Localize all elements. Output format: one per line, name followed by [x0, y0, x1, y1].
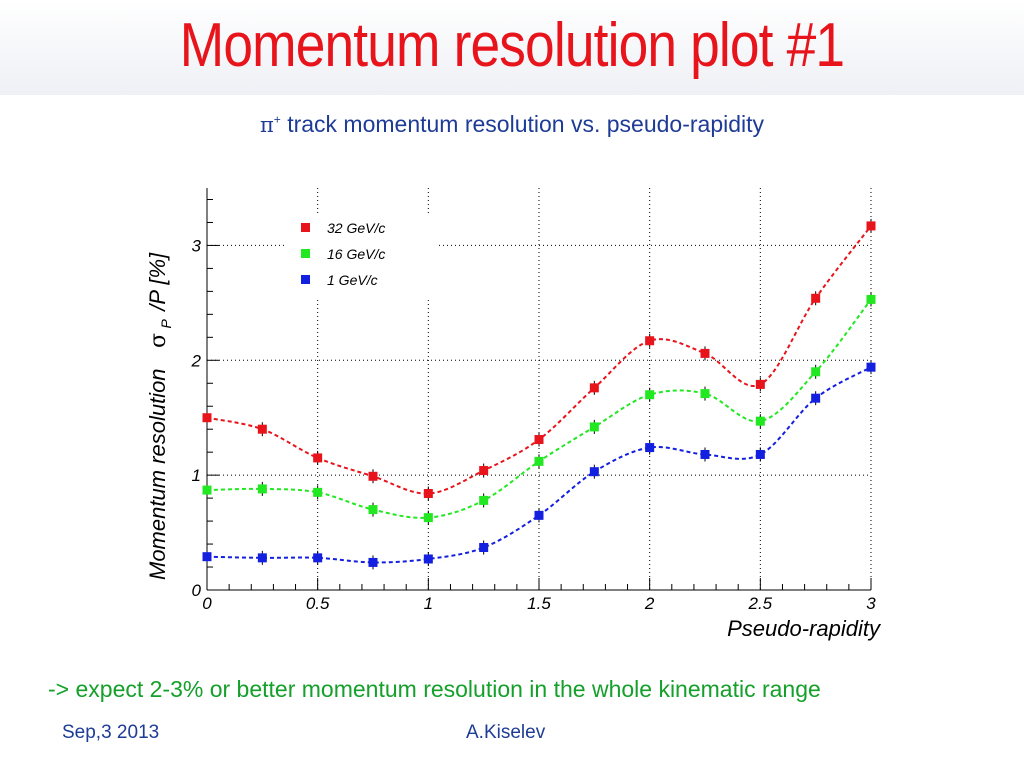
data-point [700, 348, 710, 358]
data-point [811, 367, 821, 377]
data-point [534, 435, 544, 445]
x-tick-label: 1.5 [527, 594, 551, 613]
data-point [257, 484, 267, 494]
slide-title: Momentum resolution plot #1 [179, 11, 845, 80]
x-tick-label: 0.5 [306, 594, 330, 613]
header-band [0, 0, 1024, 95]
data-point [645, 336, 655, 346]
legend-label: 1 GeV/c [327, 272, 378, 288]
data-point [645, 390, 655, 400]
data-point [700, 389, 710, 399]
data-point [755, 379, 765, 389]
y-axis-unit: /P [%] [145, 252, 170, 313]
conclusion-note: -> expect 2-3% or better momentum resolu… [48, 676, 821, 702]
x-axis-title: Pseudo-rapidity [727, 616, 882, 641]
data-point [202, 485, 212, 495]
axis-layer: 0 0.5 1 1.5 2 2.5 3 0 1 2 3 [191, 188, 876, 613]
x-tick-label: 0 [202, 594, 212, 613]
data-point [202, 413, 212, 423]
data-point [368, 505, 378, 515]
y-tick-label: 1 [192, 466, 201, 485]
legend-marker [301, 249, 310, 258]
y-tick-label: 3 [192, 236, 202, 255]
data-point [479, 543, 489, 553]
data-point [755, 449, 765, 459]
data-point [755, 416, 765, 426]
marker-layer [202, 218, 876, 570]
x-tick-label: 1 [424, 594, 433, 613]
legend-marker [301, 275, 310, 284]
y-axis-title-text: Momentum resolution [145, 368, 170, 580]
data-point [589, 422, 599, 432]
slide-subtitle: π+ track momentum resolution vs. pseudo-… [0, 111, 1024, 138]
footer-date: Sep,3 2013 [62, 722, 160, 743]
data-point [423, 554, 433, 564]
data-point [257, 553, 267, 563]
data-point [423, 489, 433, 499]
footer-author: A.Kiselev [466, 722, 546, 743]
pi-charge: + [273, 112, 281, 127]
data-point [479, 466, 489, 476]
x-tick-label: 3 [866, 594, 876, 613]
data-point [645, 443, 655, 453]
data-point [368, 471, 378, 481]
subtitle-text: track momentum resolution vs. pseudo-rap… [287, 111, 765, 137]
data-point [700, 449, 710, 459]
y-axis-subscript: P [158, 319, 174, 329]
data-point [479, 495, 489, 505]
data-point [811, 393, 821, 403]
data-point [368, 557, 378, 567]
data-point [202, 552, 212, 562]
legend-label: 16 GeV/c [327, 246, 385, 262]
data-point [313, 453, 323, 463]
data-point [811, 293, 821, 303]
legend-label: 32 GeV/c [327, 220, 385, 236]
data-point [866, 221, 876, 231]
chart-legend: 32 GeV/c 16 GeV/c 1 GeV/c [287, 215, 437, 297]
data-point [866, 362, 876, 372]
y-tick-label: 0 [192, 581, 202, 600]
data-point [589, 467, 599, 477]
data-point [534, 510, 544, 520]
data-point [589, 383, 599, 393]
y-axis-title: Momentum resolution σ P /P [%] [145, 252, 175, 580]
data-point [534, 456, 544, 466]
data-point [313, 553, 323, 563]
x-tick-label: 2 [644, 594, 655, 613]
data-point [866, 294, 876, 304]
x-tick-label: 2.5 [748, 594, 773, 613]
data-point [423, 513, 433, 523]
legend-box [287, 215, 437, 297]
y-axis-sigma: σ [146, 333, 171, 348]
data-point [313, 487, 323, 497]
data-point [257, 424, 267, 434]
y-tick-label: 2 [191, 351, 202, 370]
legend-marker [301, 223, 310, 232]
pi-symbol: π [259, 113, 274, 137]
